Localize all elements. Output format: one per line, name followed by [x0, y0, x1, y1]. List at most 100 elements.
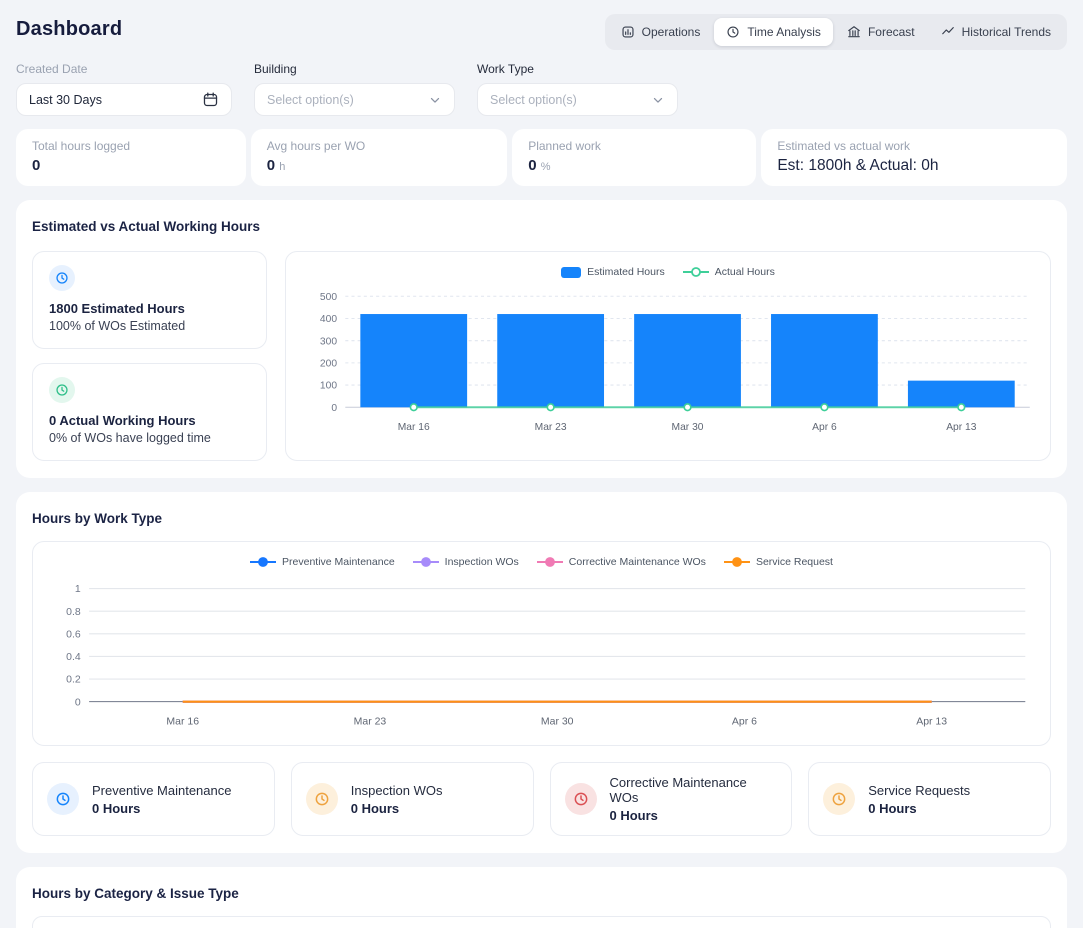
hours-by-work-type-chart: Preventive Maintenance Inspection WOs Corr… — [32, 541, 1051, 746]
legend-item[interactable]: Preventive Maintenance — [250, 556, 395, 568]
legend-label: Estimated Hours — [587, 266, 665, 278]
card-service-requests: Service Requests 0 Hours — [808, 762, 1051, 836]
stat-planned-work: Planned work 0 % — [512, 129, 756, 186]
select-placeholder: Select option(s) — [490, 93, 577, 107]
svg-text:Apr 6: Apr 6 — [732, 717, 757, 728]
operations-icon — [621, 25, 635, 39]
legend-marker — [537, 556, 563, 568]
section-title: Hours by Work Type — [32, 507, 1051, 526]
card-inspection-wos: Inspection WOs 0 Hours — [291, 762, 534, 836]
chevron-down-icon — [428, 93, 442, 107]
line-chart: 00.20.40.60.81Mar 16Mar 23Mar 30Apr 6Apr… — [43, 576, 1040, 741]
legend-marker — [724, 556, 750, 568]
svg-text:200: 200 — [320, 358, 337, 369]
tab-historical-trends[interactable]: Historical Trends — [929, 18, 1063, 46]
work-type-select[interactable]: Select option(s) — [477, 83, 678, 116]
svg-text:300: 300 — [320, 336, 337, 347]
stat-est-vs-actual: Estimated vs actual work Est: 1800h & Ac… — [761, 129, 1067, 186]
svg-text:400: 400 — [320, 314, 337, 325]
chart-legend: Estimated Hours Actual Hours — [298, 262, 1038, 282]
svg-text:Mar 23: Mar 23 — [354, 717, 387, 728]
tab-forecast[interactable]: Forecast — [835, 18, 927, 46]
card-value: 0 Hours — [351, 801, 443, 816]
clock-icon — [726, 25, 740, 39]
card-title: Service Requests — [868, 783, 970, 798]
card-corrective-maintenance: Corrective Maintenance WOs 0 Hours — [550, 762, 793, 836]
stat-value: Est: 1800h & Actual: 0h — [777, 157, 1051, 175]
svg-text:Mar 16: Mar 16 — [166, 717, 199, 728]
card-value: 0 Hours — [92, 801, 231, 816]
tab-label: Time Analysis — [747, 25, 821, 39]
stat-label: Estimated vs actual work — [777, 139, 1051, 153]
created-date-filter: Created Date Last 30 Days — [16, 62, 232, 116]
legend-marker — [413, 556, 439, 568]
legend-label: Service Request — [756, 556, 833, 568]
estimated-hours-card: 1800 Estimated Hours 100% of WOs Estimat… — [32, 251, 267, 349]
legend-item[interactable]: Service Request — [724, 556, 833, 568]
card-title: Corrective Maintenance WOs — [610, 775, 778, 805]
tab-operations[interactable]: Operations — [609, 18, 713, 46]
section-title: Estimated vs Actual Working Hours — [32, 215, 1051, 234]
clock-icon — [47, 783, 79, 815]
page-title: Dashboard — [16, 14, 122, 41]
svg-text:100: 100 — [320, 381, 337, 392]
card-subtitle: 100% of WOs Estimated — [49, 319, 250, 333]
building-filter: Building Select option(s) — [254, 62, 455, 116]
actual-hours-card: 0 Actual Working Hours 0% of WOs have lo… — [32, 363, 267, 461]
section-hours-by-category: Hours by Category & Issue Type No hours … — [16, 867, 1067, 928]
svg-text:Apr 13: Apr 13 — [946, 422, 977, 433]
legend-label: Preventive Maintenance — [282, 556, 395, 568]
work-type-cards: Preventive Maintenance 0 Hours Inspectio… — [32, 762, 1051, 836]
stat-label: Avg hours per WO — [267, 139, 491, 153]
clock-icon — [49, 377, 75, 403]
clock-icon — [306, 783, 338, 815]
bar-chart: 0100200300400500Mar 16Mar 23Mar 30Apr 6A… — [298, 286, 1038, 442]
stat-label: Total hours logged — [32, 139, 230, 153]
kpi-row: Total hours logged 0 Avg hours per WO 0 … — [16, 129, 1067, 186]
bank-icon — [847, 25, 861, 39]
date-value: Last 30 Days — [29, 93, 102, 107]
legend-label: Actual Hours — [715, 266, 775, 278]
stat-avg-hours: Avg hours per WO 0 h — [251, 129, 507, 186]
card-value: 0 Hours — [868, 801, 970, 816]
legend-item[interactable]: Corrective Maintenance WOs — [537, 556, 706, 568]
card-title: 1800 Estimated Hours — [49, 301, 250, 316]
created-date-input[interactable]: Last 30 Days — [16, 83, 232, 116]
tab-label: Forecast — [868, 25, 915, 39]
card-title: Inspection WOs — [351, 783, 443, 798]
work-type-filter: Work Type Select option(s) — [477, 62, 678, 116]
chevron-down-icon — [651, 93, 665, 107]
legend-item[interactable]: Estimated Hours — [561, 266, 665, 278]
legend-label: Inspection WOs — [445, 556, 519, 568]
stat-label: Planned work — [528, 139, 740, 153]
filter-label: Building — [254, 62, 455, 76]
legend-item[interactable]: Actual Hours — [683, 266, 775, 278]
card-value: 0 Hours — [610, 808, 778, 823]
clock-icon — [565, 783, 597, 815]
svg-text:Mar 16: Mar 16 — [398, 422, 430, 433]
svg-text:Apr 13: Apr 13 — [916, 717, 947, 728]
card-title: 0 Actual Working Hours — [49, 413, 250, 428]
svg-text:1: 1 — [75, 584, 81, 595]
tab-time-analysis[interactable]: Time Analysis — [714, 18, 833, 46]
legend-marker — [683, 266, 709, 278]
section-estimated-vs-actual: Estimated vs Actual Working Hours 1800 E… — [16, 200, 1067, 478]
legend-marker — [250, 556, 276, 568]
legend-label: Corrective Maintenance WOs — [569, 556, 706, 568]
legend-item[interactable]: Inspection WOs — [413, 556, 519, 568]
stat-unit: h — [279, 161, 285, 173]
card-preventive-maintenance: Preventive Maintenance 0 Hours — [32, 762, 275, 836]
trend-line-icon — [941, 25, 955, 39]
estimated-vs-actual-chart: Estimated Hours Actual Hours 0 100 200 300 40… — [285, 251, 1051, 461]
section-hours-by-work-type: Hours by Work Type Preventive Maintenanc… — [16, 492, 1067, 853]
empty-state: No hours data available — [32, 916, 1051, 928]
stat-value: 0 — [267, 157, 275, 174]
filter-label: Work Type — [477, 62, 678, 76]
building-select[interactable]: Select option(s) — [254, 83, 455, 116]
filter-bar: Created Date Last 30 Days Building Selec… — [16, 62, 1067, 116]
stat-value: 0 — [32, 157, 40, 174]
filter-label: Created Date — [16, 62, 232, 76]
svg-text:0: 0 — [331, 403, 337, 414]
dashboard-page: Dashboard Operations Time Analysis Forec… — [0, 0, 1083, 928]
stat-total-hours: Total hours logged 0 — [16, 129, 246, 186]
